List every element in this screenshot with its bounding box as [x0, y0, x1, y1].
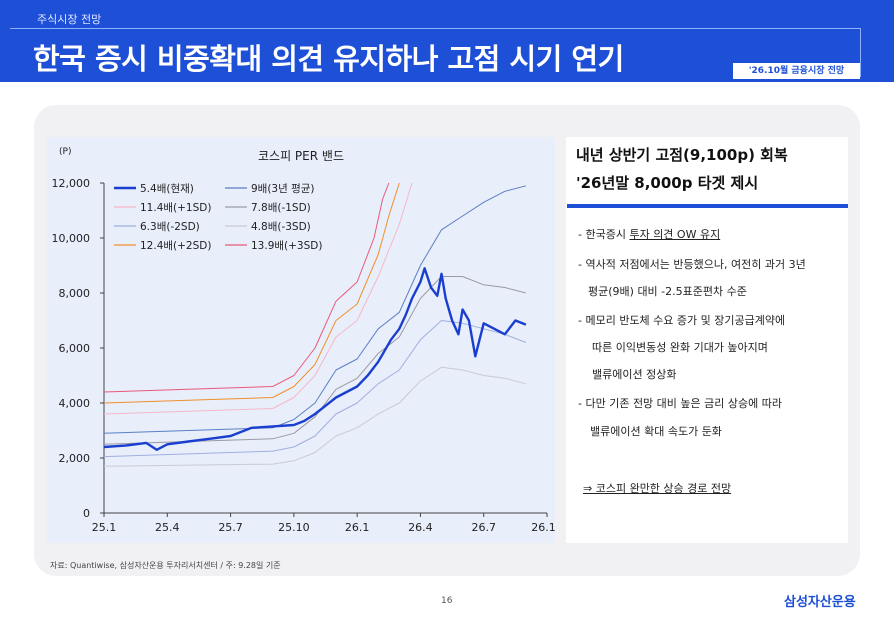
chart-area: 코스피 PER 밴드 (P) 0 2,000 4,000 6,000 8,000 10,000…	[47, 137, 563, 543]
x-tick-label: 25.1	[92, 521, 117, 534]
y-tick-label: 0	[83, 507, 90, 520]
y-tick-label: 2,000	[59, 452, 91, 465]
conclusion: ⇒ 코스피 완만한 상승 경로 전망	[583, 482, 732, 495]
bullet-2-cont: 평균(9배) 대비 -2.5표준편차 수준	[588, 285, 747, 298]
bullet-4: - 다만 기존 전망 대비 높은 금리 상승에 따라	[578, 397, 782, 410]
bullet-1: - 한국증시 투자 의견 OW 유지	[578, 226, 720, 242]
x-tick-label: 25.10	[278, 521, 310, 534]
legend-label: 5.4배(현재)	[140, 183, 194, 195]
headline-divider	[567, 204, 848, 208]
series-line	[103, 267, 527, 451]
bullet-1-prefix: - 한국증시	[578, 228, 630, 241]
bullet-2: - 역사적 저점에서는 반등했으나, 여전히 과거 3년	[578, 258, 806, 271]
bullet-1-highlight: 투자 의견 OW 유지	[629, 228, 721, 241]
legend-label: 11.4배(+1SD)	[140, 202, 211, 214]
legend-label: 9배(3년 평균)	[251, 183, 315, 195]
series-line	[103, 185, 527, 434]
legend-label: 12.4배(+2SD)	[140, 240, 211, 252]
y-tick-label: 4,000	[59, 397, 91, 410]
x-tick-label: 26.1	[345, 521, 370, 534]
headline-2: '26년말 8,000p 타겟 제시	[576, 174, 759, 192]
y-tick-label: 12,000	[52, 177, 91, 190]
x-tick-label: 25.4	[155, 521, 180, 534]
page-title: 한국 증시 비중확대 의견 유지하나 고점 시기 연기	[33, 42, 624, 76]
headline-1: 내년 상반기 고점(9,100p) 회복	[576, 146, 788, 164]
header-frame-line	[10, 28, 861, 77]
y-axis-unit: (P)	[59, 147, 71, 157]
legend-label: 7.8배(-1SD)	[251, 202, 311, 214]
x-tick-label: 26.7	[471, 521, 496, 534]
bullet-4-cont: 밸류에이션 확대 속도가 둔화	[590, 425, 722, 438]
bullet-3-cont2: 밸류에이션 정상화	[592, 368, 677, 381]
chart-title: 코스피 PER 밴드	[258, 149, 344, 163]
bullet-3: - 메모리 반도체 수요 증가 및 장기공급계약에	[578, 314, 786, 327]
page-number: 16	[441, 596, 453, 606]
legend-label: 6.3배(-2SD)	[140, 221, 200, 233]
series-line	[103, 276, 527, 445]
legend-label: 13.9배(+3SD)	[251, 240, 322, 252]
bullet-3-cont: 따른 이익변동성 완화 기대가 높아지며	[592, 341, 768, 354]
source-note: 자료: Quantiwise, 삼성자산운용 투자리서치센터 / 주: 9.28…	[50, 561, 281, 570]
series-line	[103, 182, 400, 404]
series-line	[103, 182, 413, 415]
x-tick-label: 26.4	[408, 521, 433, 534]
date-badge: '26.10월 금융시장 전망	[733, 63, 860, 79]
y-tick-label: 6,000	[59, 342, 91, 355]
y-tick-label: 10,000	[52, 232, 91, 245]
series-line	[103, 320, 527, 458]
y-tick-label: 8,000	[59, 287, 91, 300]
per-band-chart: 코스피 PER 밴드 (P) 0 2,000 4,000 6,000 8,000 10,000…	[52, 147, 563, 534]
company-logo: 삼성자산운용	[784, 595, 856, 610]
x-tick-label: 25.7	[218, 521, 243, 534]
x-tick-label: 26.10	[531, 521, 555, 534]
series-line	[103, 366, 527, 467]
series-line	[103, 182, 390, 393]
legend-label: 4.8배(-3SD)	[251, 221, 311, 233]
section-label: 주식시장 전망	[37, 13, 102, 26]
